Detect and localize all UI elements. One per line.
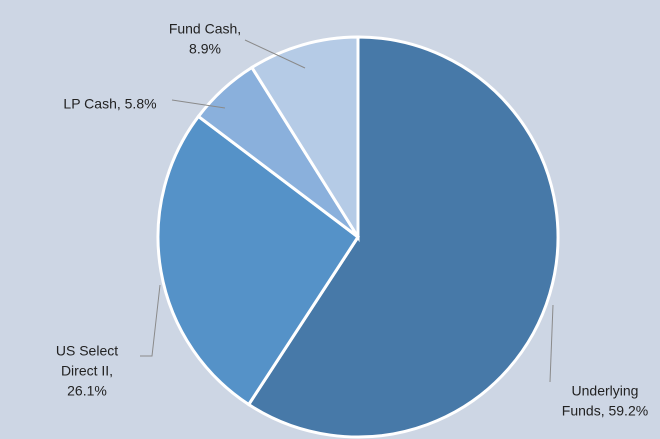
data-label: Direct II, [61, 363, 113, 379]
data-label: LP Cash, 5.8% [63, 96, 156, 112]
data-label: Funds, 59.2% [562, 403, 648, 419]
leader-line [171, 99, 226, 109]
data-label: 8.9% [189, 41, 221, 57]
pie-slice [246, 35, 560, 439]
leader-line [244, 39, 306, 69]
pie [156, 35, 560, 439]
data-label: US Select [56, 343, 118, 359]
data-label: Fund Cash, [169, 21, 241, 37]
pie-slice [249, 35, 360, 243]
data-label: Underlying [572, 383, 639, 399]
pie-slice [156, 114, 361, 407]
leader-line [140, 284, 161, 357]
data-label: 26.1% [67, 383, 107, 399]
leader-line [549, 304, 554, 383]
